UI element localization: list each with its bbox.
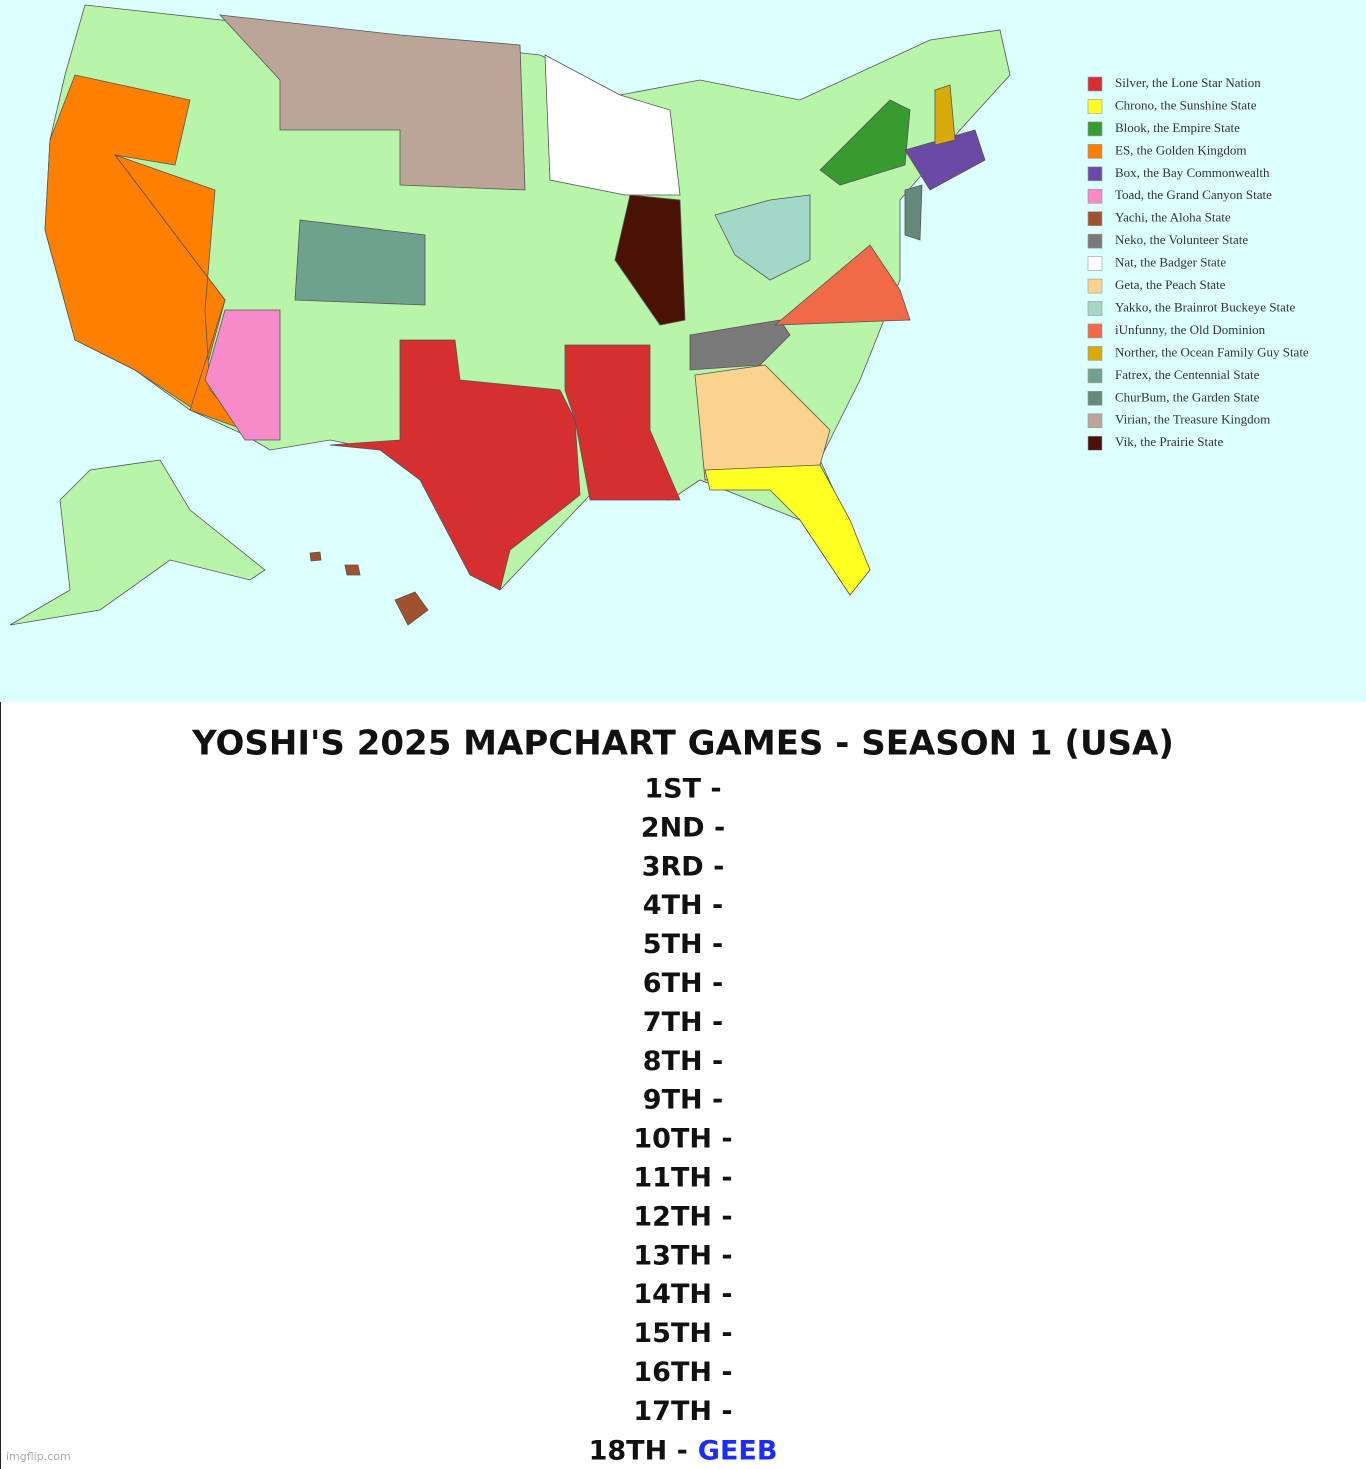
texas — [329, 339, 581, 591]
map — [9, 4, 1011, 626]
georgia-alabama — [694, 364, 831, 481]
legend-label: Geta, the Peach State — [1115, 277, 1226, 292]
ranking-place: 12TH - — [633, 1201, 732, 1232]
ranking-place: 10TH - — [633, 1124, 732, 1155]
legend-swatch — [1087, 256, 1103, 271]
new-hampshire — [934, 84, 956, 146]
legend-label: Yakko, the Brainrot Buckeye State — [1115, 299, 1296, 314]
legend-label: ES, the Golden Kingdom — [1115, 142, 1246, 157]
legend: Silver, the Lone Star Nation Chrono, the … — [1087, 75, 1309, 451]
ohio — [714, 194, 811, 281]
ranking-place: 1ST - — [644, 774, 721, 805]
legend-label: iUnfunny, the Old Dominion — [1115, 322, 1266, 337]
legend-swatch — [1087, 346, 1103, 361]
legend-swatch — [1087, 121, 1103, 137]
new-jersey — [904, 184, 923, 241]
ranking-place: 8TH - — [643, 1046, 723, 1077]
hawaii-islands — [344, 564, 361, 576]
watermark: imgflip.com — [6, 1450, 71, 1463]
colorado — [294, 219, 426, 306]
legend-swatch — [1087, 76, 1103, 92]
ranking-place: 6TH - — [643, 968, 723, 999]
legend-label: Chrono, the Sunshine State — [1115, 97, 1257, 112]
ranking-place: 18TH - — [589, 1435, 688, 1466]
virginia — [773, 244, 911, 326]
legend-swatch — [1087, 413, 1103, 429]
legend-label: Fatrex, the Centennial State — [1115, 367, 1260, 382]
ranking-place: 7TH - — [643, 1007, 723, 1038]
title: YOSHI'S 2025 MAPCHART GAMES - SEASON 1 (… — [191, 724, 1174, 764]
ranking-name: GEEB — [698, 1435, 778, 1466]
arizona — [204, 309, 281, 441]
arkansas-louisiana — [564, 344, 681, 501]
ranking-place: 4TH - — [643, 890, 723, 921]
legend-swatch — [1087, 368, 1103, 384]
ranking-place: 9TH - — [643, 1085, 723, 1116]
hawaii — [394, 591, 429, 626]
legend-label: Box, the Bay Commonwealth — [1115, 165, 1270, 180]
ranking-place: 13TH - — [633, 1240, 732, 1271]
ranking-place: 14TH - — [633, 1279, 732, 1310]
minnesota-wisconsin — [544, 54, 681, 196]
legend-label: Virian, the Treasure Kingdom — [1115, 412, 1270, 427]
legend-label: Silver, the Lone Star Nation — [1115, 75, 1261, 90]
legend-swatch — [1087, 211, 1103, 226]
illinois — [614, 194, 686, 326]
ranking-place: 2ND - — [641, 812, 725, 843]
ranking-place: 16TH - — [633, 1357, 732, 1388]
legend-swatch — [1087, 144, 1103, 159]
new-york — [819, 99, 911, 186]
legend-swatch — [1087, 166, 1103, 182]
legend-label: ChurBum, the Garden State — [1115, 389, 1260, 404]
ranking-place: 17TH - — [633, 1396, 732, 1427]
legend-label: Yachi, the Aloha State — [1115, 210, 1231, 225]
legend-swatch — [1087, 390, 1103, 406]
ranking-place: 5TH - — [643, 929, 723, 960]
ranking-place: 11TH - — [633, 1163, 732, 1194]
legend-swatch — [1087, 188, 1103, 204]
legend-swatch — [1087, 323, 1103, 339]
rankings: 1ST - 2ND - 3RD - 4TH - 5TH - 6TH - 7TH - 8TH -… — [589, 774, 778, 1466]
tennessee — [689, 319, 791, 371]
legend-label: Norther, the Ocean Family Guy State — [1115, 344, 1309, 359]
legend-label: Vik, the Prairie State — [1115, 434, 1223, 449]
legend-label: Nat, the Badger State — [1115, 255, 1226, 270]
ranking-line: 18TH - GEEB — [589, 1435, 778, 1466]
legend-swatch — [1087, 278, 1103, 294]
ranking-place: 3RD - — [642, 851, 725, 882]
legend-swatch — [1087, 233, 1103, 249]
alaska — [9, 459, 266, 626]
hawaii-kauai — [309, 551, 322, 562]
legend-label: Neko, the Volunteer State — [1115, 232, 1248, 247]
florida — [704, 464, 871, 596]
legend-label: Blook, the Empire State — [1115, 120, 1240, 135]
legend-swatch — [1087, 99, 1103, 114]
legend-swatch — [1087, 435, 1103, 451]
legend-swatch — [1087, 301, 1103, 316]
ranking-place: 15TH - — [633, 1318, 732, 1349]
legend-label: Toad, the Grand Canyon State — [1115, 187, 1272, 202]
montana-dakotas — [218, 14, 526, 191]
